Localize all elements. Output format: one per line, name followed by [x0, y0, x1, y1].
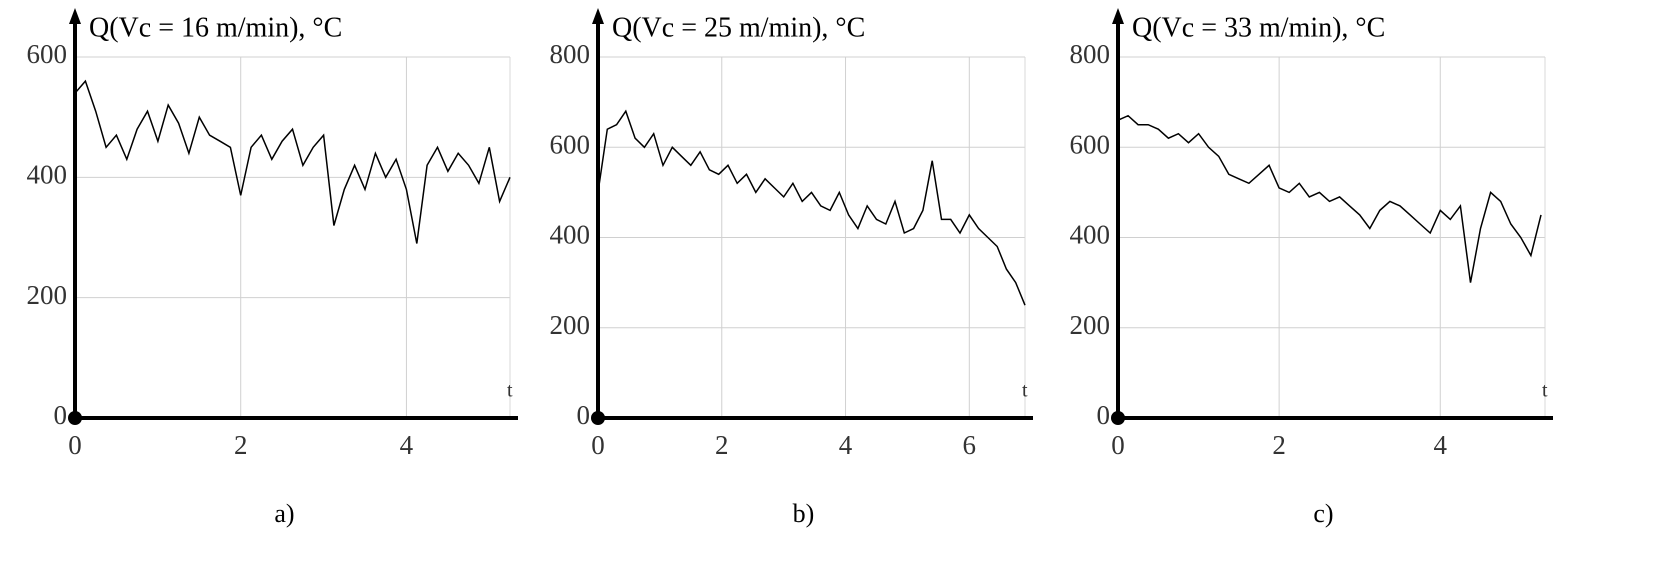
y-tick-label: 400 — [27, 160, 68, 190]
y-tick-label: 600 — [27, 39, 68, 69]
caption: a) — [274, 499, 294, 528]
y-tick-label: 200 — [1070, 310, 1111, 340]
y-arrow — [69, 8, 81, 24]
x-axis-label: t — [507, 380, 513, 402]
chart-title: Q(Vc = 25 m/min), °C — [612, 12, 865, 43]
x-axis-label: t — [1542, 380, 1548, 402]
chart-title: Q(Vc = 16 m/min), °C — [89, 12, 342, 43]
x-tick-label: 0 — [591, 430, 605, 460]
chart-title: Q(Vc = 33 m/min), °C — [1132, 12, 1385, 43]
x-tick-label: 2 — [1272, 430, 1286, 460]
y-tick-label: 0 — [54, 400, 68, 430]
x-tick-label: 4 — [1434, 430, 1448, 460]
y-tick-label: 600 — [550, 129, 591, 159]
data-line — [1117, 114, 1542, 283]
x-tick-label: 2 — [715, 430, 729, 460]
y-tick-label: 200 — [550, 310, 591, 340]
x-tick-label: 2 — [234, 430, 248, 460]
y-tick-label: 400 — [1070, 220, 1111, 250]
y-arrow — [592, 8, 604, 24]
y-tick-label: 200 — [27, 280, 68, 310]
origin-dot — [1111, 411, 1125, 425]
panel: 0 200 400 600 0 2 4 t Q(Vc = 16 m/min), °C a) — [27, 8, 518, 528]
caption: c) — [1313, 499, 1333, 528]
y-tick-label: 400 — [550, 220, 591, 250]
y-tick-label: 0 — [1097, 400, 1111, 430]
x-axis-label: t — [1022, 380, 1028, 402]
y-tick-label: 800 — [550, 39, 591, 69]
origin-dot — [591, 411, 605, 425]
data-line — [74, 79, 511, 244]
y-tick-label: 800 — [1070, 39, 1111, 69]
x-tick-label: 0 — [1111, 430, 1125, 460]
origin-dot — [68, 411, 82, 425]
x-tick-label: 0 — [68, 430, 82, 460]
panel: 0 200 400 600 800 0 2 4 6 t Q(Vc = 25 m/min), °C b) — [550, 8, 1033, 528]
caption: b) — [793, 499, 815, 528]
data-line — [597, 109, 1026, 306]
y-tick-label: 600 — [1070, 129, 1111, 159]
y-arrow — [1112, 8, 1124, 24]
x-tick-label: 4 — [839, 430, 853, 460]
y-tick-label: 0 — [577, 400, 591, 430]
x-tick-label: 6 — [963, 430, 977, 460]
x-tick-label: 4 — [400, 430, 414, 460]
panel: 0 200 400 600 800 0 2 4 t Q(Vc = 33 m/min), °C c) — [1070, 8, 1553, 528]
